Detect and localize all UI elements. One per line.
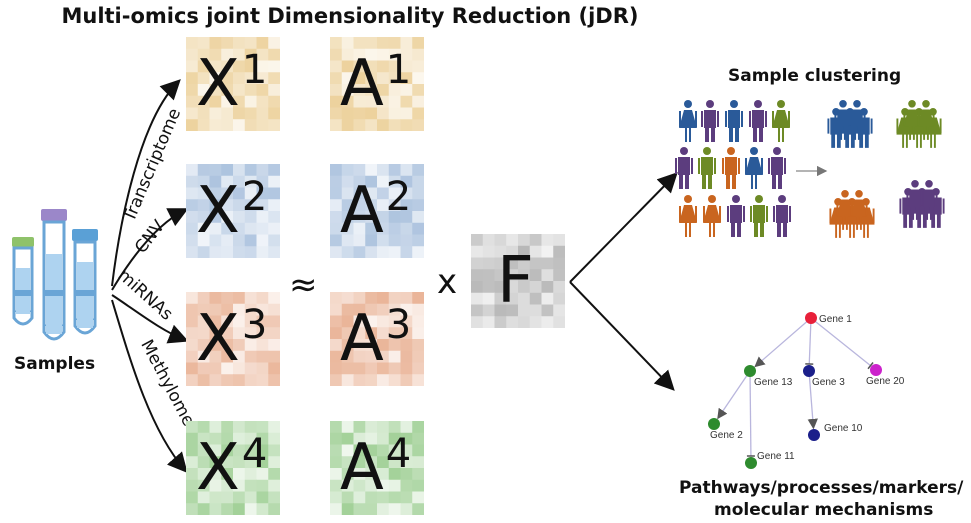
gene-network: Gene 1 Gene 13 Gene 3 Gene 20 Gene 2 Gene 10 G…: [708, 312, 905, 469]
matrix-x2-letter: X: [196, 174, 240, 248]
matrix-x4-letter: X: [196, 431, 240, 505]
matrix-a3-index: 3: [385, 302, 412, 348]
gene-node-g11: [745, 457, 757, 469]
person-icon-10: [679, 195, 697, 237]
output-arrows: [569, 172, 678, 391]
matrix-x2: X2: [186, 164, 280, 258]
person-icon-2: [725, 100, 743, 142]
gene-node-g2: [708, 418, 720, 430]
person-icon-12: [727, 195, 745, 237]
gene-label-g11: Gene 11: [757, 451, 795, 462]
matrix-a4: A4: [330, 421, 424, 515]
matrix-x1-letter: X: [196, 47, 240, 121]
matrix-x4-index: 4: [241, 431, 268, 477]
times-symbol: x: [437, 262, 458, 302]
matrix-a1-index: 1: [385, 47, 412, 93]
matrix-a2: A2: [330, 164, 424, 258]
edge-g1-g3: [808, 317, 812, 365]
person-icon-11: [703, 195, 721, 237]
people-group: [675, 100, 945, 238]
pathways-label-line2: molecular mechanisms: [714, 500, 934, 520]
matrix-x4: X4: [186, 421, 280, 515]
approx-symbol: ≈: [289, 265, 318, 305]
matrix-x3-index: 3: [241, 302, 268, 348]
matrix-x2-index: 2: [241, 174, 268, 220]
gene-label-g20: Gene 20: [866, 376, 905, 387]
edge-g13-g11: [749, 370, 752, 457]
gene-label-g2: Gene 2: [710, 430, 743, 441]
cluster-green-icon-4: [917, 100, 935, 140]
sample-clustering-label: Sample clustering: [728, 66, 902, 86]
matrix-a2-index: 2: [385, 174, 412, 220]
inhibit-mark-g20: [867, 362, 874, 370]
person-icon-0: [679, 100, 697, 142]
matrix-x1: X1: [186, 37, 280, 131]
person-icon-1: [701, 100, 719, 142]
person-icon-9: [768, 147, 786, 189]
matrix-x1-index: 1: [241, 47, 268, 93]
matrix-a1: A1: [330, 37, 424, 131]
person-icon-4: [772, 100, 790, 142]
edge-g1-g20: [810, 317, 871, 367]
matrix-f-letter: F: [497, 244, 534, 318]
omics-arrows: [111, 79, 189, 474]
matrix-a1-letter: A: [340, 47, 384, 121]
edge-g13-g2: [717, 370, 751, 420]
diagram-title: Multi-omics joint Dimensionality Reducti…: [61, 4, 639, 28]
gene-label-g1: Gene 1: [819, 314, 852, 325]
person-icon-6: [698, 147, 716, 189]
matrix-a4-letter: A: [340, 431, 384, 505]
samples-label: Samples: [14, 354, 96, 374]
person-icon-8: [745, 147, 763, 189]
cluster-orange-icon-4: [850, 190, 868, 230]
gene-node-g3: [803, 365, 815, 377]
gene-node-g1: [805, 312, 817, 324]
matrix-x3: X3: [186, 292, 280, 386]
matrix-a2-letter: A: [340, 174, 384, 248]
gene-label-g13: Gene 13: [754, 377, 793, 388]
gene-node-g13: [744, 365, 756, 377]
matrix-f: F: [471, 234, 565, 328]
gene-label-g10: Gene 10: [824, 423, 863, 434]
edge-g1-g13: [754, 317, 812, 368]
person-icon-5: [675, 147, 693, 189]
gene-node-g20: [870, 364, 882, 376]
cluster-purple-icon-4: [920, 180, 938, 220]
person-icon-13: [750, 195, 768, 237]
matrix-a3-letter: A: [340, 302, 384, 376]
pathways-label-line1: Pathways/processes/markers/: [679, 478, 964, 498]
matrix-a3: A3: [330, 292, 424, 386]
person-icon-7: [722, 147, 740, 189]
matrix-a4-index: 4: [385, 431, 412, 477]
test-tubes-icon: [12, 209, 98, 341]
person-icon-3: [749, 100, 767, 142]
edge-g3-g10: [807, 370, 818, 430]
gene-node-g10: [808, 429, 820, 441]
matrix-x3-letter: X: [196, 302, 240, 376]
person-icon-14: [773, 195, 791, 237]
cluster-blue-icon-4: [848, 100, 866, 140]
gene-label-g3: Gene 3: [812, 377, 845, 388]
